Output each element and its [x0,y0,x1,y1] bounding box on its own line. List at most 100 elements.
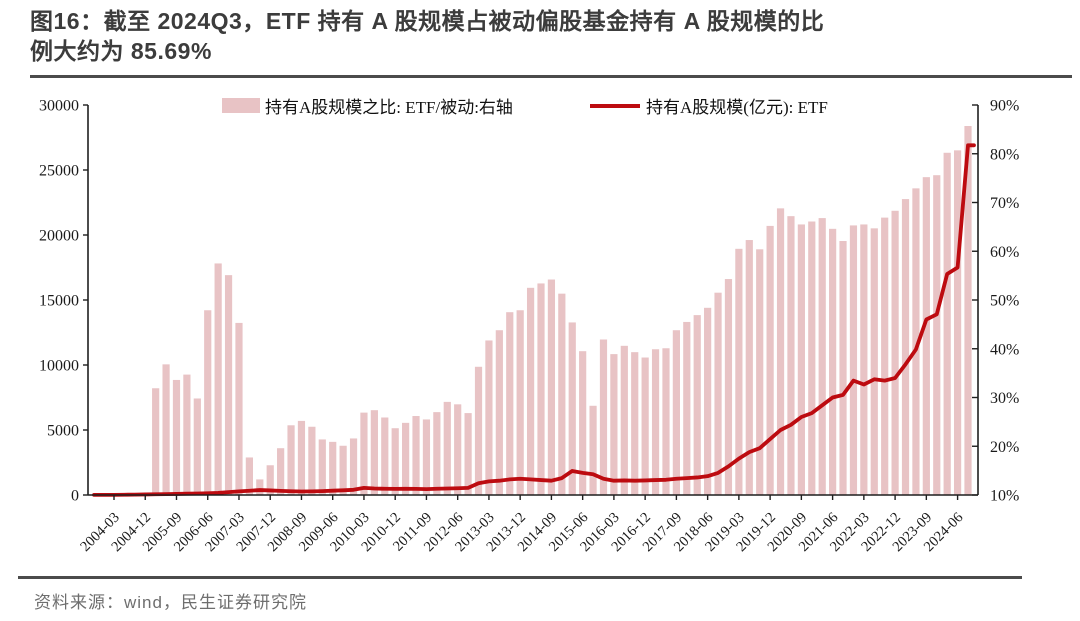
ratio-bar [204,310,212,495]
right-axis-label: 30% [990,390,1019,407]
left-axis-label: 10000 [39,358,79,375]
ratio-bar [860,224,868,495]
ratio-bar [641,357,649,495]
ratio-bar [506,312,514,495]
ratio-bar [808,221,816,495]
ratio-bar [172,379,181,495]
ratio-bar [631,352,639,495]
left-axis-label: 15000 [39,293,79,310]
ratio-bar [672,330,680,495]
bar-series-label: 持有A股规模之比: ETF/被动:右轴 [265,98,513,117]
right-axis-label: 80% [990,146,1019,163]
ratio-bar [224,275,233,495]
ratio-bar [922,177,930,495]
left-axis-label: 30000 [39,98,79,115]
ratio-bar [235,322,243,495]
ratio-bar [485,340,493,495]
ratio-bar [829,228,837,495]
ratio-bar [599,339,608,495]
right-axis-label: 50% [990,293,1019,310]
ratio-bar [193,398,201,495]
ratio-bar [579,351,587,495]
ratio-bar [214,263,222,495]
ratio-bar [526,287,535,495]
ratio-bar [495,330,503,495]
right-axis-label: 70% [990,195,1019,212]
ratio-bar [714,292,722,495]
title-underline [30,75,1072,78]
ratio-bar [152,388,160,495]
figure-title: 图16：截至 2024Q3，ETF 持有 A 股规模占被动偏股基金持有 A 股规… [30,6,1060,67]
source-note: 资料来源：wind，民生证券研究院 [34,593,307,612]
ratio-bar [183,374,191,495]
ratio-bar [422,419,431,495]
figure-title-line2: 例大约为 85.69% [30,38,212,65]
figure-title-line1: 图16：截至 2024Q3，ETF 持有 A 股规模占被动偏股基金持有 A 股规… [30,8,825,34]
ratio-bar [454,404,462,495]
left-axis-label: 5000 [47,423,79,440]
etf-scale-line [92,143,976,497]
ratio-bar [297,420,306,495]
ratio-bar [360,412,368,495]
ratio-bar [651,349,660,495]
right-axis-label: 10% [990,488,1019,505]
ratio-bar [558,293,566,495]
ratio-bar [391,428,399,495]
ratio-bar [870,228,878,495]
ratio-bar [370,410,378,495]
ratio-bar [735,248,743,495]
ratio-bar [849,225,858,495]
ratio-bar [943,152,951,495]
ratio-bar [881,217,889,496]
ratio-bar [516,310,524,495]
ratio-bar [474,366,483,495]
right-axis-label: 40% [990,341,1019,358]
ratio-bar [933,175,941,495]
ratio-bar [620,345,628,495]
ratio-bar [693,315,701,495]
line-series-swatch [590,103,640,108]
ratio-bar [964,126,972,495]
ratio-bar [349,438,358,495]
ratio-bar [901,199,910,495]
ratio-bar [839,241,847,495]
ratio-bar [162,364,170,495]
bar-series-swatch [222,98,260,113]
ratio-bar [287,425,295,495]
ratio-bar [277,448,285,495]
legend-item-line-series: 持有A股规模(亿元): ETF [590,93,828,118]
ratio-bar [443,401,451,495]
ratio-bar [464,413,472,495]
ratio-bar [568,322,576,495]
bottom-rule [18,576,1022,579]
ratio-bar [329,441,337,495]
left-axis-label: 0 [71,488,79,505]
ratio-bar [818,218,826,495]
chart-canvas: 0 5000 10000 15000 20000 25000 30000 10% 20% 30% 4… [39,98,1019,556]
ratio-bar [433,412,441,496]
right-axis-label: 60% [990,244,1019,261]
ratio-bar [381,417,389,495]
ratio-bar [724,279,733,495]
ratio-bar [776,208,785,495]
ratio-bar [797,224,805,495]
ratio-bar [547,279,556,495]
bars-group [110,126,972,496]
ratio-bar [412,416,420,495]
left-axis-label: 20000 [39,228,79,245]
ratio-bar [912,188,920,496]
ratio-bar [402,422,410,495]
ratio-bar [704,307,712,495]
ratio-bar [537,283,545,495]
ratio-bar [953,150,962,495]
ratio-bar [256,479,264,495]
line-series-label: 持有A股规模(亿元): ETF [646,98,828,117]
ratio-bar [891,210,899,496]
right-axis-label: 90% [990,98,1019,115]
ratio-bar [756,249,764,495]
ratio-bar [787,216,795,495]
ratio-bar [766,225,774,495]
ratio-bar [308,426,316,495]
ratio-bar [245,457,253,495]
